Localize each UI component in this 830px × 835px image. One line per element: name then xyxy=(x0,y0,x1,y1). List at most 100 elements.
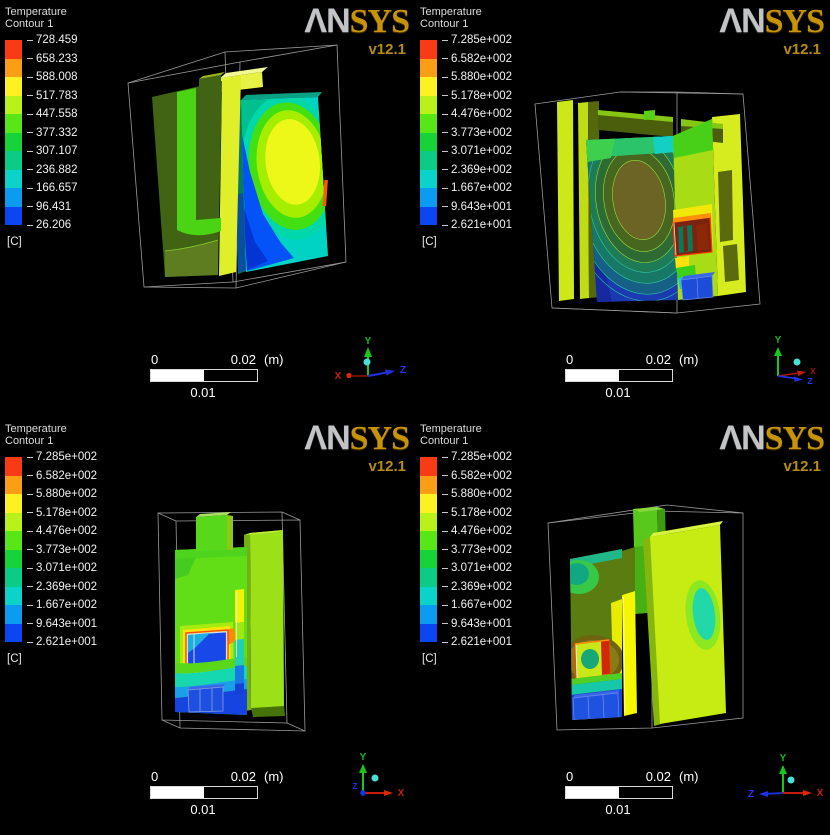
axis-triad: Y X Z xyxy=(335,336,406,382)
ansys-version: v12.1 xyxy=(368,41,406,58)
legend-tick-value: 6.582e+002 xyxy=(27,467,119,486)
scale-ruler: 0 0.02 (m) 0.01 xyxy=(565,352,725,400)
legend-unit: [C] xyxy=(422,653,437,665)
legend-tick-values: 7.285e+002 6.582e+002 5.880e+002 5.178e+002… xyxy=(442,448,534,652)
scale-labels: 0 0.02 (m) xyxy=(565,352,725,368)
model-render-bottom-right[interactable] xyxy=(415,417,830,834)
colorbar-segment xyxy=(420,58,437,77)
scale-ruler: 0 0.02 (m) 0.01 xyxy=(150,352,310,400)
legend-tick-value: 3.071e+002 xyxy=(27,559,119,578)
model-render-bottom-left[interactable] xyxy=(0,417,415,834)
chimney-block xyxy=(196,512,233,551)
viewport-quadrant-bottom-left[interactable]: Temperature Contour 1 7.285e+002 6.582e+0… xyxy=(0,417,415,835)
x-axis-node xyxy=(346,372,352,379)
y-axis-arrow xyxy=(779,765,787,774)
legend-title-line1: Temperature xyxy=(420,6,482,18)
scale-bar-fill xyxy=(151,370,204,381)
z-axis-label: Z xyxy=(400,365,406,376)
z-axis-node xyxy=(360,790,366,796)
colorbar-segment xyxy=(420,586,437,605)
colorbar-segment xyxy=(420,132,437,151)
viewport-quadrant-bottom-right[interactable]: Temperature Contour 1 7.285e+002 6.582e+0… xyxy=(415,417,830,835)
legend-title: Temperature Contour 1 xyxy=(420,6,535,30)
legend-tick-value: 7.285e+002 xyxy=(442,31,534,50)
legend-colorbar xyxy=(5,40,22,225)
legend-tick-value: 4.476e+002 xyxy=(27,522,119,541)
colorbar-segment xyxy=(5,151,22,170)
scale-max-label: 0.02 xyxy=(230,769,256,784)
legend-title-line2: Contour 1 xyxy=(420,435,469,447)
model-render-top-right[interactable] xyxy=(415,0,830,417)
legend-tick-value: 1.667e+002 xyxy=(442,179,534,198)
legend-tick-values: 7.285e+002 6.582e+002 5.880e+002 5.178e+002… xyxy=(27,448,119,652)
legend-tick-value: 517.783 xyxy=(27,87,119,106)
axis-triad: Y X Z xyxy=(352,752,404,799)
legend-title: Temperature Contour 1 xyxy=(420,423,535,447)
colorbar-segment xyxy=(5,188,22,207)
viewport-quadrant-top-left[interactable]: Temperature Contour 1 728.459 658.233 588.… xyxy=(0,0,415,417)
colorbar-segment xyxy=(420,531,437,550)
scale-bar-fill xyxy=(566,787,619,798)
contour-board-right xyxy=(232,92,328,274)
legend-tick-value: 307.107 xyxy=(27,142,119,161)
scale-zero-label: 0 xyxy=(566,769,574,784)
legend-title-line2: Contour 1 xyxy=(5,435,54,447)
scale-unit-label: (m) xyxy=(679,769,699,784)
legend-tick-value: 7.285e+002 xyxy=(442,448,534,467)
colorbar-segment xyxy=(420,188,437,207)
legend-tick-value: 5.178e+002 xyxy=(442,87,534,106)
ansys-logo-sys: SYS xyxy=(764,3,825,40)
legend-tick-value: 3.773e+002 xyxy=(27,541,119,560)
z-axis-label: Z xyxy=(807,376,812,386)
legend-tick-value: 728.459 xyxy=(27,31,119,50)
scale-zero-label: 0 xyxy=(566,352,574,367)
scale-unit-label: (m) xyxy=(679,352,699,367)
colorbar-segment xyxy=(420,512,437,531)
legend-tick-value: 2.621e+001 xyxy=(442,633,534,652)
y-axis-arrow xyxy=(364,347,372,357)
legend-title-line2: Contour 1 xyxy=(5,18,54,30)
x-axis-arrow xyxy=(803,790,812,796)
legend-tick-value: 9.643e+001 xyxy=(442,615,534,634)
legend-title-line1: Temperature xyxy=(5,423,67,435)
colorbar-segment xyxy=(5,568,22,587)
legend-colorbar xyxy=(5,457,22,642)
legend-unit: [C] xyxy=(7,236,22,248)
legend-tick-value: 5.178e+002 xyxy=(442,504,534,523)
x-axis-arrow xyxy=(384,790,393,796)
scale-unit-label: (m) xyxy=(264,769,284,784)
colorbar-segment xyxy=(420,206,437,225)
legend-tick-value: 447.558 xyxy=(27,105,119,124)
legend-colorbar xyxy=(420,40,437,225)
scale-bar xyxy=(565,369,673,382)
legend-title: Temperature Contour 1 xyxy=(5,6,120,30)
legend-tick-value: 4.476e+002 xyxy=(442,522,534,541)
scale-max-label: 0.02 xyxy=(645,352,671,367)
z-axis-arrow xyxy=(385,369,395,376)
legend-tick-value: 2.621e+001 xyxy=(442,216,534,235)
x-axis-label: X xyxy=(810,366,816,376)
colorbar-segment xyxy=(420,169,437,188)
temperature-legend: Temperature Contour 1 7.285e+002 6.582e+0… xyxy=(5,423,120,673)
right-tower-plate xyxy=(244,530,285,717)
ansys-logo-an: ΛN xyxy=(719,419,765,457)
legend-tick-value: 3.071e+002 xyxy=(442,559,534,578)
ansys-logo-sys: SYS xyxy=(764,420,825,457)
right-board-plate xyxy=(712,114,746,296)
legend-tick-value: 166.657 xyxy=(27,179,119,198)
ansys-logo: ΛNSYS v12.1 xyxy=(719,419,825,474)
z-axis-label: Z xyxy=(352,781,357,791)
scale-ruler: 0 0.02 (m) 0.01 xyxy=(150,769,310,817)
legend-title-line1: Temperature xyxy=(420,423,482,435)
model-render-top-left[interactable] xyxy=(0,0,415,417)
colorbar-segment xyxy=(420,494,437,513)
origin-sphere xyxy=(363,358,371,366)
ansys-logo-wordmark: ΛNSYS xyxy=(304,421,410,456)
colorbar-segment xyxy=(5,623,22,642)
legend-title: Temperature Contour 1 xyxy=(5,423,120,447)
x-axis-arrow xyxy=(797,370,806,376)
colorbar-segment xyxy=(420,549,437,568)
viewport-quadrant-top-right[interactable]: Temperature Contour 1 7.285e+002 6.582e+0… xyxy=(415,0,830,417)
legend-tick-value: 2.621e+001 xyxy=(27,633,119,652)
z-axis-arrow xyxy=(794,376,803,382)
